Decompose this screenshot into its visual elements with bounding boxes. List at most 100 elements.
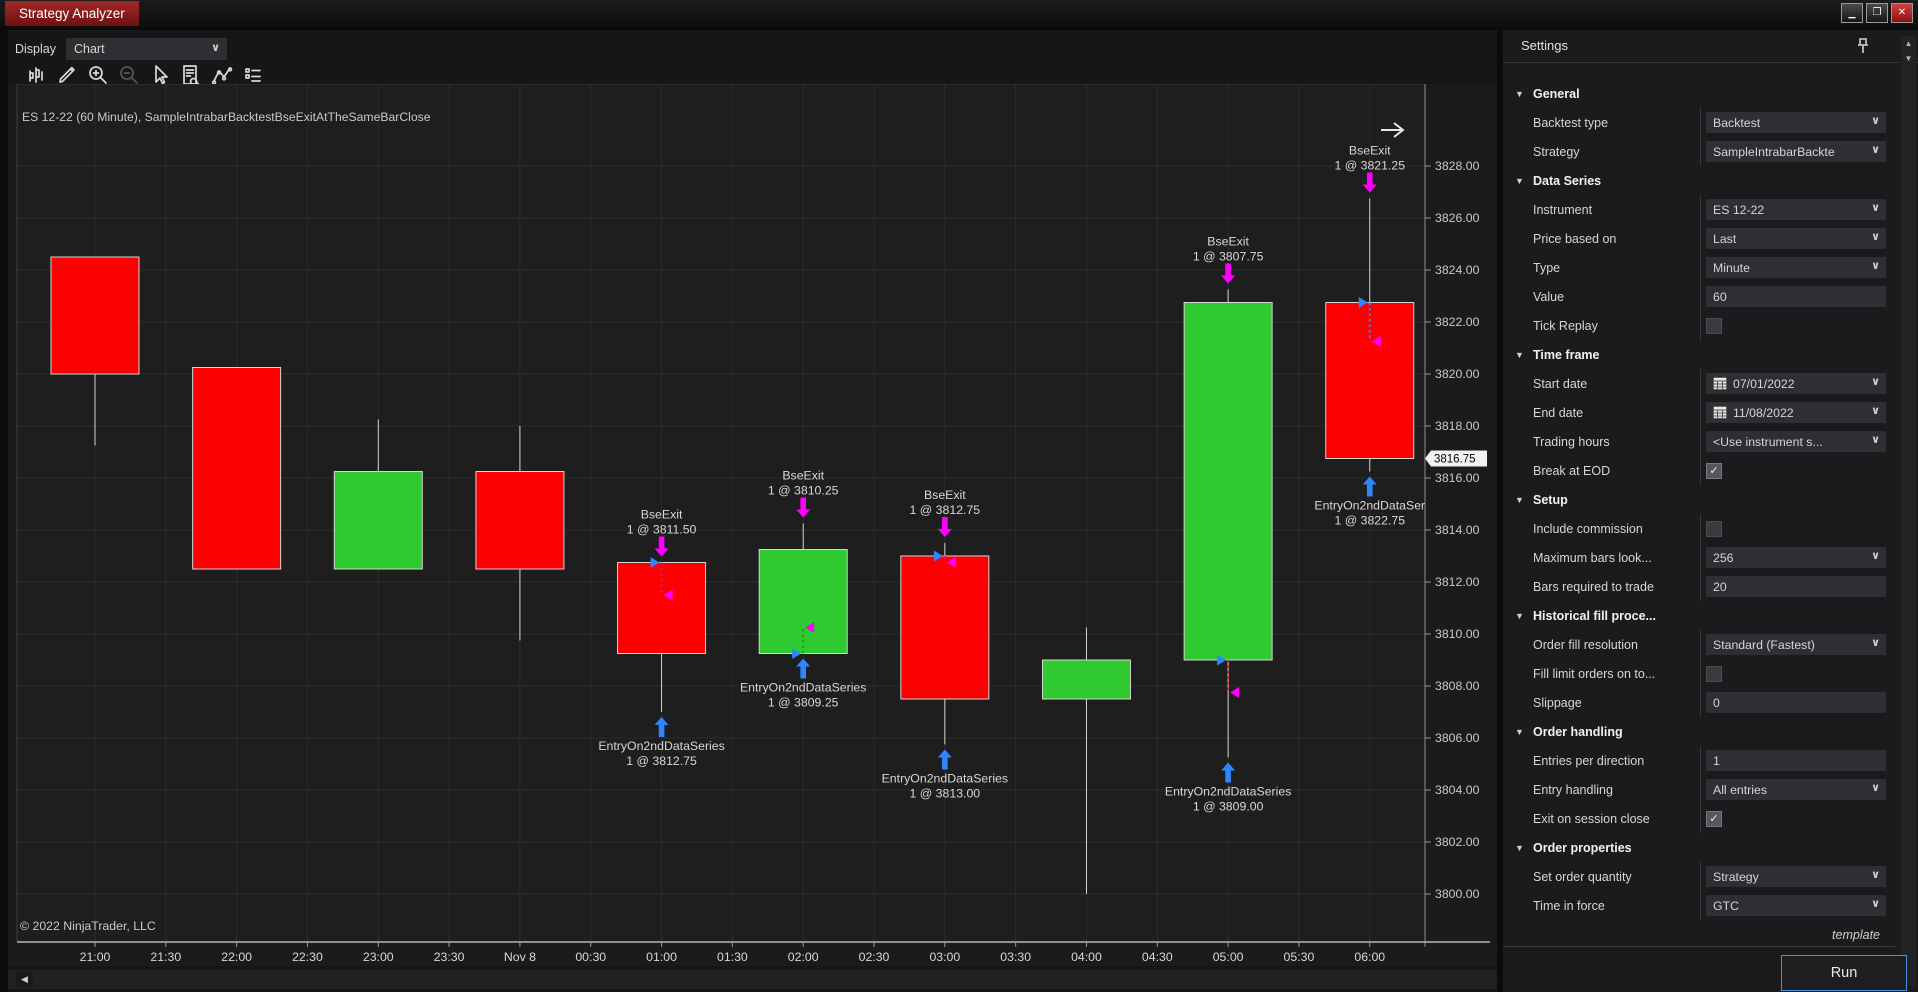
scroll-left-arrow-icon[interactable]: ◀ (16, 971, 33, 988)
zoom-in-icon[interactable] (86, 63, 110, 87)
section-data-series[interactable]: ▼ Data Series (1503, 166, 1895, 195)
panel-right-arrow-icon[interactable] (1381, 122, 1405, 138)
settings-scrollbar[interactable]: ▲ ▼ (1901, 36, 1916, 986)
chart-panel: Display Chart ∨ BseExit 1 @ 3811.50 EntryO… (8, 30, 1497, 992)
list-icon[interactable] (241, 63, 265, 87)
section-time-frame[interactable]: ▼ Time frame (1503, 340, 1895, 369)
collapse-triangle-icon[interactable]: ▼ (1515, 494, 1524, 505)
restore-button[interactable]: ❐ (1866, 3, 1888, 23)
app-title-tab[interactable]: Strategy Analyzer (5, 1, 139, 26)
x-tick-label: 00:30 (575, 950, 606, 964)
candles (50, 198, 1415, 894)
candle-nov-8 (475, 426, 565, 641)
settings-header: Settings (1503, 30, 1918, 63)
y-tick-label: 3820.00 (1435, 367, 1480, 381)
section-general[interactable]: ▼ General (1503, 79, 1895, 108)
section-order-handling[interactable]: ▼ Order handling (1503, 717, 1895, 746)
end-date-dropdown[interactable]: 11/08/2022 ∨ (1706, 402, 1886, 423)
section-historical-fill-proce[interactable]: ▼ Historical fill proce... (1503, 601, 1895, 630)
collapse-triangle-icon[interactable]: ▼ (1515, 349, 1524, 360)
chart-style-icon[interactable] (24, 63, 48, 87)
exit-on-session-close-checkbox[interactable]: ✓ (1706, 810, 1722, 827)
settings-panel: Settings ▲ ▼ ▼ General Backtest type Backte… (1503, 30, 1918, 992)
slippage-field[interactable]: 0 (1706, 692, 1886, 713)
setting-row-slippage: Slippage 0 (1503, 688, 1895, 717)
trading-hours-dropdown[interactable]: <Use instrument s... ∨ (1706, 431, 1886, 452)
entry-label-line2: 1 @ 3812.75 (626, 754, 697, 768)
start-date-dropdown[interactable]: 07/01/2022 ∨ (1706, 373, 1886, 394)
value-field[interactable]: 60 (1706, 286, 1886, 307)
entries-per-direction-field[interactable]: 1 (1706, 750, 1886, 771)
section-setup[interactable]: ▼ Setup (1503, 485, 1895, 514)
collapse-triangle-icon[interactable]: ▼ (1515, 88, 1524, 99)
chart-horizontal-scrollbar[interactable]: ◀ (8, 970, 1497, 989)
column-divider (1700, 108, 1701, 137)
zoom-out-icon[interactable] (117, 63, 141, 87)
candle-body (617, 562, 707, 654)
setting-label: Time in force (1533, 898, 1605, 913)
set-order-quantity-dropdown[interactable]: Strategy ∨ (1706, 866, 1886, 887)
scroll-up-arrow-icon[interactable]: ▲ (1904, 39, 1913, 48)
setting-label: Price based on (1533, 231, 1617, 246)
column-divider (1700, 224, 1701, 253)
x-tick-label: Nov 8 (504, 950, 536, 964)
collapse-triangle-icon[interactable]: ▼ (1515, 842, 1524, 853)
setting-row-price-based-on: Price based on Last ∨ (1503, 224, 1895, 253)
column-divider (1700, 282, 1701, 311)
display-dropdown[interactable]: Chart ∨ (66, 38, 227, 60)
order-fill-resolution-dropdown[interactable]: Standard (Fastest) ∨ (1706, 634, 1886, 655)
last-price-tag-shape (1425, 450, 1487, 467)
setting-label: Tick Replay (1533, 318, 1598, 333)
close-button[interactable]: ✕ (1891, 3, 1913, 23)
section-order-properties[interactable]: ▼ Order properties (1503, 833, 1895, 862)
setting-label: Maximum bars look... (1533, 550, 1652, 565)
minimize-button[interactable]: ▁ (1841, 3, 1863, 23)
setting-label: Entry handling (1533, 782, 1613, 797)
collapse-triangle-icon[interactable]: ▼ (1515, 175, 1524, 186)
entry-fill-marker (1217, 654, 1227, 666)
scroll-down-arrow-icon[interactable]: ▼ (1904, 54, 1913, 63)
setting-label: Instrument (1533, 202, 1593, 217)
template-link[interactable]: template (1832, 928, 1880, 942)
bars-required-to-trade-field[interactable]: 20 (1706, 576, 1886, 597)
column-divider (1700, 891, 1701, 920)
price-based-on-dropdown[interactable]: Last ∨ (1706, 228, 1886, 249)
setting-label: Setup (1533, 492, 1568, 507)
run-button[interactable]: Run (1781, 955, 1907, 991)
settings-title: Settings (1521, 38, 1568, 53)
x-tick-label: 04:00 (1071, 950, 1102, 964)
pencil-draw-icon[interactable] (55, 63, 79, 87)
strategy-dropdown[interactable]: SampleIntrabarBackte ∨ (1706, 141, 1886, 162)
pin-icon[interactable] (1855, 37, 1871, 55)
tick-replay-checkbox[interactable] (1706, 317, 1722, 334)
fill-limit-orders-on-to-checkbox[interactable] (1706, 665, 1722, 682)
instrument-dropdown[interactable]: ES 12-22 ∨ (1706, 199, 1886, 220)
display-label: Display (15, 42, 56, 56)
backtest-type-dropdown[interactable]: Backtest ∨ (1706, 112, 1886, 133)
setting-row-end-date: End date 11/08/2022 ∨ (1503, 398, 1895, 427)
collapse-triangle-icon[interactable]: ▼ (1515, 610, 1524, 621)
exit-fill-marker (1371, 336, 1381, 347)
cursor-icon[interactable] (148, 63, 172, 87)
entry-up-arrow-icon (796, 658, 811, 679)
display-dropdown-value: Chart (74, 42, 105, 56)
candle-body (758, 549, 848, 654)
entry-handling-dropdown[interactable]: All entries ∨ (1706, 779, 1886, 800)
last-price-value: 3816.75 (1434, 454, 1476, 466)
collapse-triangle-icon[interactable]: ▼ (1515, 726, 1524, 737)
include-commission-checkbox[interactable] (1706, 520, 1722, 537)
setting-row-maximum-bars-look: Maximum bars look... 256 ∨ (1503, 543, 1895, 572)
break-at-eod-checkbox[interactable]: ✓ (1706, 462, 1722, 479)
x-tick-label: 23:30 (434, 950, 465, 964)
exit-fill-marker (663, 589, 673, 601)
entry-fill-marker (1358, 297, 1368, 308)
chevron-down-icon: ∨ (1871, 115, 1880, 127)
setting-row-instrument: Instrument ES 12-22 ∨ (1503, 195, 1895, 224)
time-in-force-dropdown[interactable]: GTC ∨ (1706, 895, 1886, 916)
maximum-bars-look-dropdown[interactable]: 256 ∨ (1706, 547, 1886, 568)
setting-value: 1 (1713, 753, 1720, 768)
type-dropdown[interactable]: Minute ∨ (1706, 257, 1886, 278)
